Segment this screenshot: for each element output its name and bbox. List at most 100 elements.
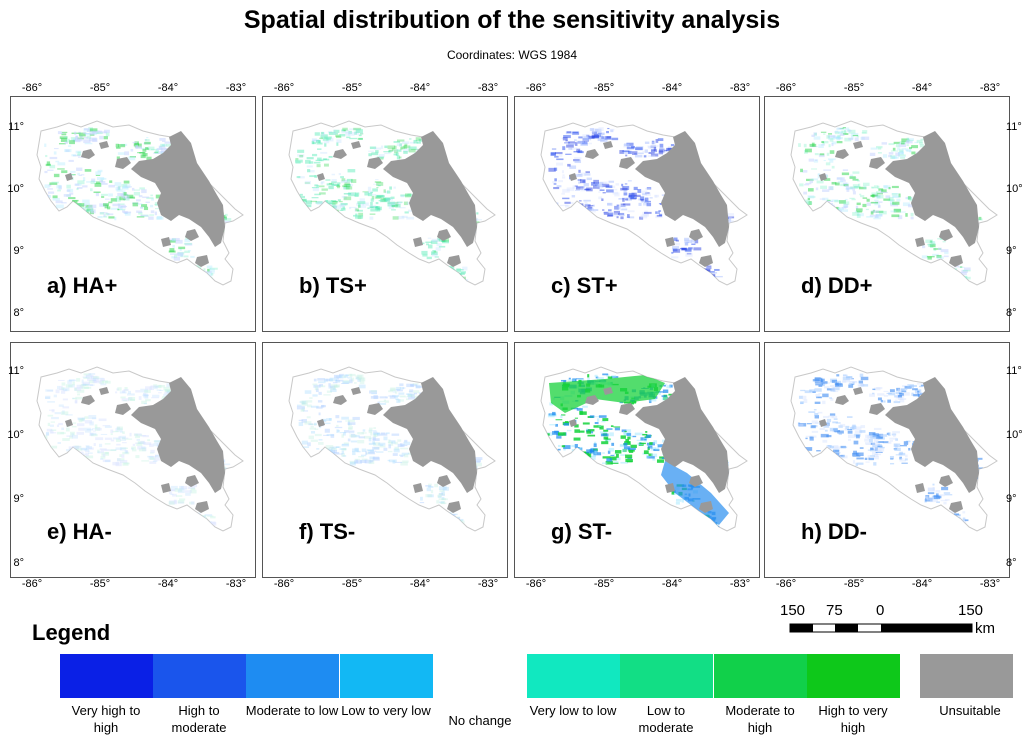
unsuitable-area [367,403,383,415]
x-tick-label: -85° [341,578,363,590]
y-tick-label-right: 11° [1006,365,1022,377]
unsuitable-area [819,419,827,427]
y-tick-label-left: 9° [13,493,24,505]
x-tick-label: -84° [911,578,933,590]
legend-swatch [527,654,620,698]
x-tick-label: -86° [525,82,547,94]
unsuitable-area [367,157,383,169]
panel-map-svg [540,366,748,532]
legend-label: High to moderate [171,703,227,735]
x-tick-label: -83° [477,578,499,590]
unsuitable-area [333,149,347,159]
map-panel: c) ST+ [514,96,760,332]
unsuitable-area [939,475,953,487]
x-tick-label: -84° [661,82,683,94]
y-tick-label-left: 9° [13,245,24,257]
unsuitable-area [699,255,713,267]
y-tick-label-left: 11° [8,365,24,377]
unsuitable-area [885,131,979,247]
x-tick-label: -86° [775,578,797,590]
y-tick-label-right: 11° [1006,121,1022,133]
x-tick-label: -85° [89,82,111,94]
unsuitable-area [665,237,675,247]
unsuitable-area [585,395,599,405]
unsuitable-area [131,131,225,247]
unsuitable-area [81,149,95,159]
unsuitable-area [853,387,863,395]
unsuitable-area [437,475,451,487]
legend-swatch [246,654,339,698]
x-tick-label: -86° [21,82,43,94]
unsuitable-area [569,419,577,427]
unsuitable-area [195,501,209,513]
x-tick-label: -83° [477,82,499,94]
unsuitable-area [819,173,827,181]
legend-swatch [920,654,1013,698]
unsuitable-area [689,475,703,487]
unsuitable-area [885,377,979,493]
scale-label-0: 0 [876,602,885,619]
legend-label: Low to moderate [638,703,694,735]
legend-swatch [153,654,246,698]
panel-label: a) HA+ [47,273,118,298]
panel-map-svg [540,120,748,286]
unsuitable-area [949,501,963,513]
legend-swatch [807,654,900,698]
unsuitable-area [635,377,729,493]
map-panel: e) HA- [10,342,256,578]
unsuitable-area [161,237,171,247]
unsuitable-area [619,157,635,169]
x-tick-label: -85° [593,578,615,590]
unsuitable-area [665,483,675,493]
legend-label: Low to very low [341,703,431,718]
panel-label: f) TS- [299,519,356,544]
unsuitable-area [185,229,199,241]
unsuitable-area [195,255,209,267]
unsuitable-area [317,419,325,427]
panel-map-svg [288,366,496,532]
unsuitable-area [317,173,325,181]
unsuitable-area [869,157,885,169]
unsuitable-area [185,475,199,487]
legend-label: Moderate to low [245,703,339,718]
legend-title: Legend [32,620,111,645]
unsuitable-area [835,149,849,159]
unsuitable-area [99,387,109,395]
panel-map-svg [288,120,496,286]
unsuitable-area [65,173,73,181]
unsuitable-area [115,157,131,169]
y-tick-label-right: 8° [1006,307,1017,319]
legend-swatch [620,654,713,698]
y-tick-label-left: 11° [8,121,24,133]
map-panel: f) TS- [262,342,508,578]
unsuitable-area [99,141,109,149]
unsuitable-area [161,483,171,493]
x-tick-label: -85° [843,82,865,94]
unsuitable-area [65,419,73,427]
panel-map-svg [790,366,998,532]
panel-label: d) DD+ [801,273,873,298]
map-title: Spatial distribution of the sensitivity … [243,6,781,34]
unsuitable-area [115,403,131,415]
x-tick-label: -83° [979,82,1001,94]
x-tick-label: -85° [341,82,363,94]
legend-swatch [60,654,153,698]
unsuitable-area [413,237,423,247]
legend-label: Unsuitable [939,703,1001,718]
scale-bar [789,623,973,633]
x-tick-label: -86° [273,82,295,94]
map-panel: h) DD- [764,342,1010,578]
legend-label: High to very high [818,703,888,735]
x-tick-label: -84° [911,82,933,94]
map-panel: d) DD+ [764,96,1010,332]
unsuitable-area [569,173,577,181]
legend-label: Moderate to high [725,703,795,735]
x-tick-label: -83° [979,578,1001,590]
panel-map-svg [36,366,244,532]
unsuitable-area [351,387,361,395]
unsuitable-area [351,141,361,149]
y-tick-label-right: 10° [1006,429,1023,441]
unsuitable-area [689,229,703,241]
legend-swatch [434,654,527,698]
legend-label: Very high to high [71,703,141,735]
